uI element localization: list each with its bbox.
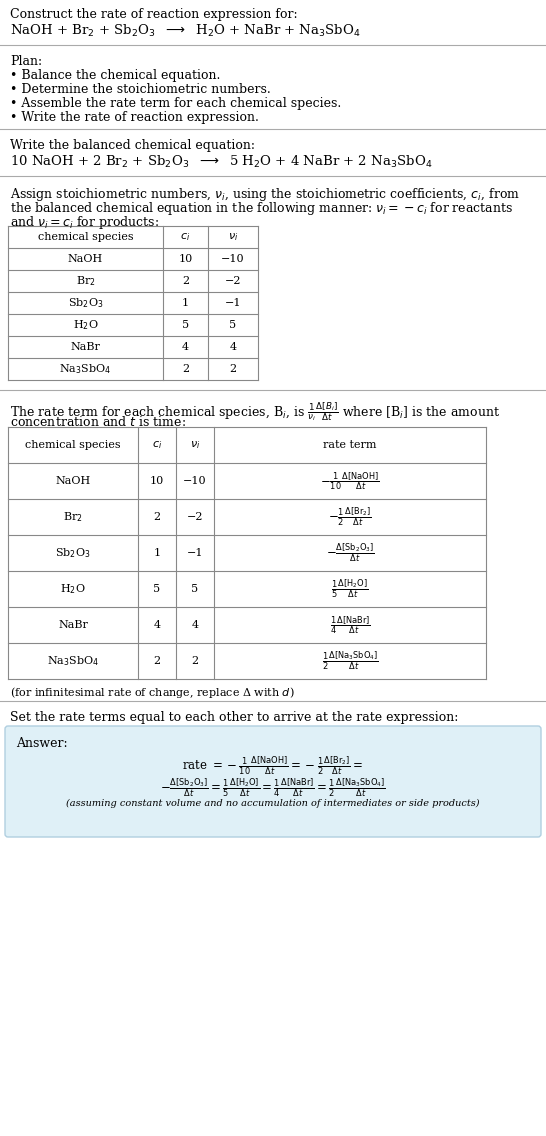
Text: $-\frac{\Delta[\mathrm{Sb_2O_3}]}{\Delta t}$: $-\frac{\Delta[\mathrm{Sb_2O_3}]}{\Delta… — [325, 542, 375, 565]
Text: NaOH: NaOH — [55, 476, 91, 486]
Text: $c_i$: $c_i$ — [180, 231, 191, 243]
Text: 2: 2 — [182, 276, 189, 286]
Text: The rate term for each chemical species, B$_i$, is $\frac{1}{\nu_i}\frac{\Delta[: The rate term for each chemical species,… — [10, 400, 500, 423]
Text: $\frac{1}{2}\frac{\Delta[\mathrm{Na_3SbO_4}]}{\Delta t}$: $\frac{1}{2}\frac{\Delta[\mathrm{Na_3SbO… — [322, 650, 378, 673]
Text: $-\frac{1}{2}\frac{\Delta[\mathrm{Br_2}]}{\Delta t}$: $-\frac{1}{2}\frac{\Delta[\mathrm{Br_2}]… — [328, 506, 372, 528]
Text: Na$_3$SbO$_4$: Na$_3$SbO$_4$ — [47, 654, 99, 668]
Text: 4: 4 — [192, 620, 199, 630]
Text: NaBr: NaBr — [58, 620, 88, 630]
Text: −10: −10 — [183, 476, 207, 486]
Text: 10: 10 — [179, 254, 193, 264]
Text: 4: 4 — [153, 620, 161, 630]
Text: 5: 5 — [182, 320, 189, 329]
Text: rate term: rate term — [323, 440, 377, 450]
Text: $-\frac{1}{10}\frac{\Delta[\mathrm{NaOH}]}{\Delta t}$: $-\frac{1}{10}\frac{\Delta[\mathrm{NaOH}… — [320, 470, 380, 492]
Text: Br$_2$: Br$_2$ — [76, 274, 96, 287]
Text: (for infinitesimal rate of change, replace Δ with $d$): (for infinitesimal rate of change, repla… — [10, 685, 295, 700]
Text: 10: 10 — [150, 476, 164, 486]
Text: Br$_2$: Br$_2$ — [63, 510, 83, 524]
Text: Set the rate terms equal to each other to arrive at the rate expression:: Set the rate terms equal to each other t… — [10, 711, 459, 724]
Text: $\nu_i$: $\nu_i$ — [190, 440, 200, 451]
Text: Answer:: Answer: — [16, 737, 68, 750]
Text: NaBr: NaBr — [70, 342, 100, 352]
Text: $\nu_i$: $\nu_i$ — [228, 231, 238, 243]
Text: H$_2$O: H$_2$O — [60, 582, 86, 596]
Text: • Balance the chemical equation.: • Balance the chemical equation. — [10, 69, 221, 82]
Text: Assign stoichiometric numbers, $\nu_i$, using the stoichiometric coefficients, $: Assign stoichiometric numbers, $\nu_i$, … — [10, 186, 520, 203]
Text: −2: −2 — [187, 512, 203, 523]
Text: • Write the rate of reaction expression.: • Write the rate of reaction expression. — [10, 111, 259, 124]
Text: 1: 1 — [182, 298, 189, 308]
Text: Sb$_2$O$_3$: Sb$_2$O$_3$ — [55, 546, 91, 560]
Text: 2: 2 — [182, 364, 189, 374]
Text: NaOH: NaOH — [68, 254, 103, 264]
Text: chemical species: chemical species — [25, 440, 121, 450]
Text: concentration and $t$ is time:: concentration and $t$ is time: — [10, 415, 186, 429]
Text: $-\frac{\Delta[\mathrm{Sb_2O_3}]}{\Delta t} = \frac{1}{5}\frac{\Delta[\mathrm{H_: $-\frac{\Delta[\mathrm{Sb_2O_3}]}{\Delta… — [160, 777, 386, 800]
Text: 2: 2 — [192, 655, 199, 666]
Text: $\frac{1}{4}\frac{\Delta[\mathrm{NaBr}]}{\Delta t}$: $\frac{1}{4}\frac{\Delta[\mathrm{NaBr}]}… — [330, 615, 371, 636]
Text: −1: −1 — [225, 298, 241, 308]
Text: 2: 2 — [229, 364, 236, 374]
Text: chemical species: chemical species — [38, 232, 133, 242]
Text: (assuming constant volume and no accumulation of intermediates or side products): (assuming constant volume and no accumul… — [66, 799, 480, 808]
Text: 5: 5 — [229, 320, 236, 329]
Text: Construct the rate of reaction expression for:: Construct the rate of reaction expressio… — [10, 8, 298, 20]
Text: $\frac{1}{5}\frac{\Delta[\mathrm{H_2O}]}{\Delta t}$: $\frac{1}{5}\frac{\Delta[\mathrm{H_2O}]}… — [331, 578, 369, 600]
Text: −10: −10 — [221, 254, 245, 264]
Text: 2: 2 — [153, 655, 161, 666]
Text: H$_2$O: H$_2$O — [73, 318, 98, 332]
Text: 4: 4 — [182, 342, 189, 352]
Text: Sb$_2$O$_3$: Sb$_2$O$_3$ — [68, 296, 103, 310]
Text: −1: −1 — [187, 548, 203, 558]
Text: the balanced chemical equation in the following manner: $\nu_i = -c_i$ for react: the balanced chemical equation in the fo… — [10, 200, 513, 217]
Text: • Assemble the rate term for each chemical species.: • Assemble the rate term for each chemic… — [10, 97, 341, 110]
FancyBboxPatch shape — [5, 726, 541, 837]
Text: Write the balanced chemical equation:: Write the balanced chemical equation: — [10, 139, 255, 152]
Text: 10 NaOH + 2 Br$_2$ + Sb$_2$O$_3$  $\longrightarrow$  5 H$_2$O + 4 NaBr + 2 Na$_3: 10 NaOH + 2 Br$_2$ + Sb$_2$O$_3$ $\longr… — [10, 154, 432, 170]
Text: $c_i$: $c_i$ — [152, 440, 162, 451]
Text: 4: 4 — [229, 342, 236, 352]
Text: −2: −2 — [225, 276, 241, 286]
Text: 1: 1 — [153, 548, 161, 558]
Text: rate $= -\frac{1}{10}\frac{\Delta[\mathrm{NaOH}]}{\Delta t} = -\frac{1}{2}\frac{: rate $= -\frac{1}{10}\frac{\Delta[\mathr… — [182, 755, 364, 777]
Text: 2: 2 — [153, 512, 161, 523]
Text: 5: 5 — [153, 584, 161, 594]
Text: and $\nu_i = c_i$ for products:: and $\nu_i = c_i$ for products: — [10, 214, 159, 231]
Text: NaOH + Br$_2$ + Sb$_2$O$_3$  $\longrightarrow$  H$_2$O + NaBr + Na$_3$SbO$_4$: NaOH + Br$_2$ + Sb$_2$O$_3$ $\longrighta… — [10, 23, 361, 39]
Text: Na$_3$SbO$_4$: Na$_3$SbO$_4$ — [60, 362, 111, 376]
Text: 5: 5 — [192, 584, 199, 594]
Text: • Determine the stoichiometric numbers.: • Determine the stoichiometric numbers. — [10, 83, 271, 97]
Text: Plan:: Plan: — [10, 55, 42, 68]
